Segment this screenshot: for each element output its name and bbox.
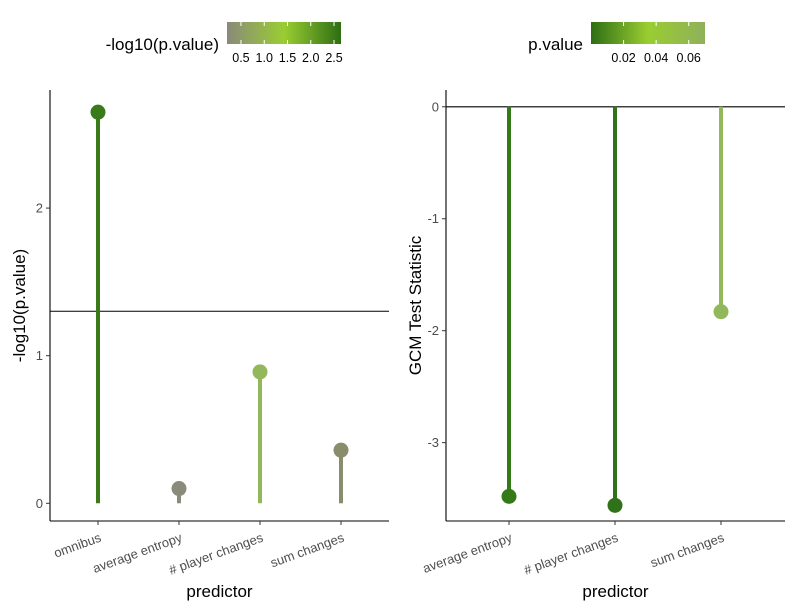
legend-title: -log10(p.value) [106,35,219,54]
lollipop-point [607,497,623,513]
y-tick-label: -3 [427,435,439,450]
x-axis-title: predictor [582,582,648,601]
y-tick-label: 1 [36,348,43,363]
y-tick-label: 2 [36,201,43,216]
x-tick-label: # player changes [522,530,621,578]
lollipop-point [252,364,268,380]
y-tick-label: 0 [432,99,439,114]
legend-tick-label: 1.5 [279,51,296,65]
legend-tick-label: 0.02 [611,51,635,65]
lollipop-point [90,104,106,120]
legend-tick-label: 0.06 [677,51,701,65]
y-axis-title: -log10(p.value) [10,249,29,362]
legend-tick-label: 0.5 [232,51,249,65]
x-tick-label: # player changes [167,530,266,578]
panel-gcm-statistic: 0 -1 -2 -3 average entropy # player changes su… [406,22,785,601]
y-axis-title: GCM Test Statistic [406,235,425,375]
legend-colorbar [227,22,341,44]
lollipop-point [171,481,187,497]
lollipop-point [333,442,349,458]
legend-tick-label: 0.04 [644,51,668,65]
y-tick-label: -2 [427,323,439,338]
x-axis-title: predictor [186,582,252,601]
y-tick-label: -1 [427,211,439,226]
y-tick-label: 0 [36,496,43,511]
legend-title: p.value [528,35,583,54]
x-tick-label: average entropy [421,530,515,576]
legend-tick-label: 2.5 [325,51,342,65]
lollipop-point [713,304,729,320]
x-tick-label: sum changes [648,530,726,571]
lollipop-point [501,488,517,504]
x-tick-label: sum changes [268,530,346,571]
legend-colorbar [591,22,705,44]
legend-tick-label: 2.0 [302,51,319,65]
legend-tick-label: 1.0 [256,51,273,65]
x-tick-label: omnibus [52,530,104,561]
